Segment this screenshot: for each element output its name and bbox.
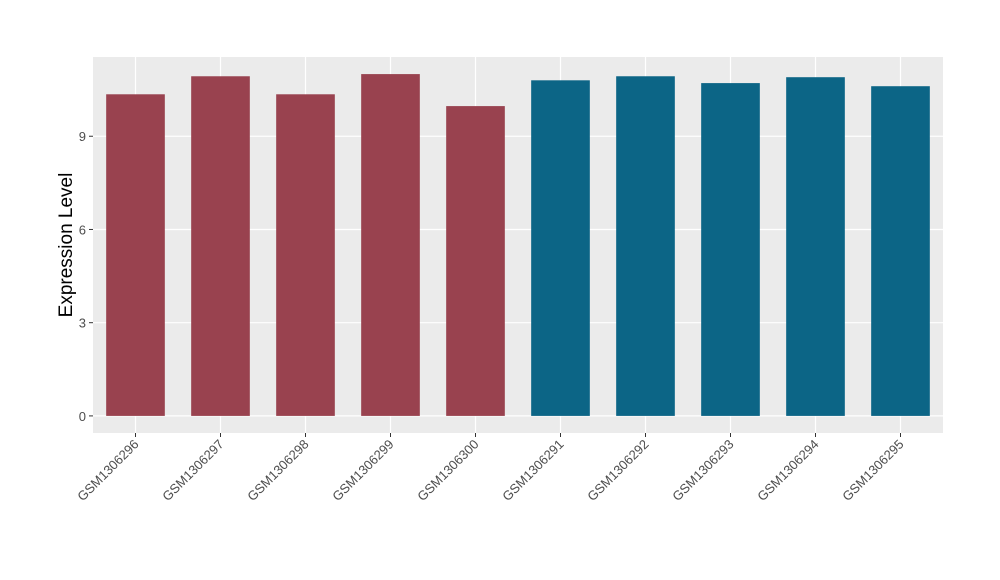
x-tick-label: GSM1306293 [669, 437, 736, 504]
y-axis-label: Expression Level [56, 173, 77, 318]
x-tick-label: GSM1306291 [499, 437, 566, 504]
bar [531, 80, 590, 416]
x-tick-label: GSM1306298 [244, 437, 311, 504]
bar [701, 83, 760, 416]
x-tick-label: GSM1306299 [329, 437, 396, 504]
x-tick-label: GSM1306297 [159, 437, 226, 504]
x-tick-label: GSM1306294 [754, 437, 821, 504]
bar [616, 76, 675, 416]
y-tick-label: 9 [79, 129, 86, 144]
x-tick-label: GSM1306295 [839, 437, 906, 504]
bar [191, 76, 250, 416]
x-tick-label: GSM1306296 [74, 437, 141, 504]
bar [361, 74, 420, 416]
bar [106, 94, 165, 416]
y-tick-label: 6 [79, 222, 86, 237]
y-tick-label: 0 [79, 409, 86, 424]
bar [786, 77, 845, 416]
x-tick-label: GSM1306292 [584, 437, 651, 504]
bar [446, 106, 505, 416]
y-tick-label: 3 [79, 316, 86, 331]
x-tick-label: GSM1306300 [414, 437, 481, 504]
bar [871, 86, 930, 416]
bar [276, 94, 335, 416]
